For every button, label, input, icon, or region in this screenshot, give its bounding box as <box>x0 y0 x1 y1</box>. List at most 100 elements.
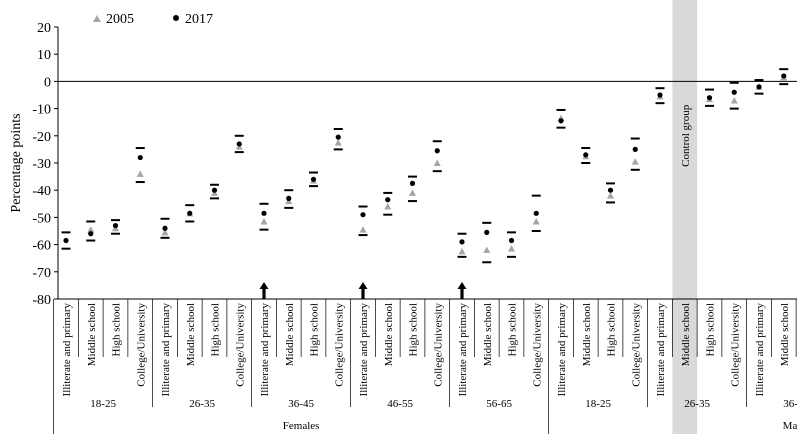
point-2017 <box>533 210 539 216</box>
point-2017 <box>632 146 638 152</box>
point-2005 <box>409 189 416 196</box>
x-tick-label: Middle school <box>482 303 494 366</box>
x-tick-label: Illiterate and primary <box>160 303 172 397</box>
point-2005 <box>384 203 392 210</box>
control-group-band <box>672 0 698 434</box>
sex-group-label: Males <box>783 420 797 432</box>
point-2017 <box>583 152 589 158</box>
age-group-label: 18-25 <box>585 398 611 410</box>
y-tick-label: -30 <box>32 157 51 172</box>
point-2017 <box>261 210 267 216</box>
age-group-label: 26-35 <box>684 398 710 410</box>
age-group-label: 46-55 <box>387 398 413 410</box>
x-tick-label: College/University <box>234 303 246 387</box>
point-2017 <box>706 95 713 101</box>
x-tick-label: High school <box>309 303 321 356</box>
y-axis: 20 10 0 -10 -20 -30 -40 -50 -60 -70 -80 <box>32 21 797 308</box>
age-group-label: 18-25 <box>90 398 116 410</box>
x-tick-label: High school <box>606 303 618 356</box>
point-2005 <box>730 96 738 104</box>
point-2017 <box>459 239 465 245</box>
up-arrow-marker <box>457 282 467 299</box>
point-2017 <box>211 187 218 193</box>
x-tick-label: Middle school <box>86 303 98 366</box>
x-tick-label: High school <box>507 303 519 356</box>
point-2005 <box>161 228 169 236</box>
age-group-label: 26-35 <box>189 398 215 410</box>
x-tick-label: College/University <box>729 303 741 387</box>
x-tick-label: Middle school <box>680 303 692 366</box>
point-2005 <box>136 170 144 177</box>
point-2017 <box>484 229 490 235</box>
point-2005 <box>359 226 367 233</box>
point-2017 <box>558 118 564 124</box>
point-2017 <box>607 187 614 193</box>
point-2017 <box>335 134 341 140</box>
point-2005 <box>433 159 441 166</box>
point-2005 <box>458 247 466 255</box>
x-tick-label: College/University <box>630 303 642 387</box>
legend-2005-label: 2005 <box>106 12 134 27</box>
y-tick-label: 0 <box>44 75 51 90</box>
y-tick-label: -40 <box>32 184 51 199</box>
y-tick-label: -70 <box>32 266 51 281</box>
point-2017 <box>187 210 193 216</box>
legend: 2005 2017 <box>93 12 213 27</box>
point-2017 <box>310 176 317 182</box>
x-tick-label: College/University <box>432 303 444 387</box>
point-2017 <box>360 212 366 218</box>
sex-group-label: Females <box>283 420 320 432</box>
x-tick-label: High school <box>408 303 420 356</box>
point-2017 <box>409 180 416 186</box>
point-2017 <box>434 148 440 154</box>
x-tick-label: College/University <box>531 303 543 387</box>
point-2005 <box>87 226 95 233</box>
point-2017 <box>162 225 168 231</box>
x-tick-label: College/University <box>135 303 147 387</box>
x-tick-label: Illiterate and primary <box>358 303 370 397</box>
point-2005 <box>334 139 342 146</box>
y-tick-label: -50 <box>32 211 51 226</box>
x-tick-label: Middle school <box>185 303 197 366</box>
x-tick-label: Illiterate and primary <box>655 303 667 397</box>
point-2005 <box>607 192 614 199</box>
age-group-label: 36-45 <box>783 398 797 410</box>
markers <box>61 68 789 299</box>
x-tick-label: Illiterate and primary <box>556 303 568 397</box>
point-2005 <box>260 217 268 225</box>
y-tick-label: -10 <box>32 103 51 118</box>
up-arrow-marker <box>358 282 368 299</box>
point-2017 <box>137 154 143 161</box>
x-tick-label: Middle school <box>284 303 296 366</box>
point-2005 <box>508 245 515 252</box>
point-2005 <box>631 158 639 165</box>
legend-2017-label: 2017 <box>185 12 213 27</box>
y-tick-label: 10 <box>37 48 51 63</box>
legend-2005-marker <box>93 15 101 22</box>
point-2017 <box>112 222 119 229</box>
point-2005 <box>532 217 540 225</box>
y-tick-label: 20 <box>37 21 51 36</box>
point-2017 <box>286 195 292 201</box>
x-tick-label: Middle school <box>581 303 593 366</box>
up-arrow-marker <box>259 282 269 299</box>
x-tick-label: Illiterate and primary <box>457 303 469 397</box>
x-tick-label: Middle school <box>383 303 395 366</box>
point-2005 <box>483 246 491 254</box>
x-tick-label: High school <box>210 303 222 356</box>
point-2017 <box>657 92 663 98</box>
x-tick-label: Illiterate and primary <box>61 303 73 397</box>
point-2017 <box>88 231 94 237</box>
age-group-label: 36-45 <box>288 398 314 410</box>
x-tick-label: Illiterate and primary <box>754 303 766 397</box>
y-tick-label: -80 <box>32 293 51 308</box>
y-axis-title: Percentage points <box>9 113 24 212</box>
y-tick-label: -60 <box>32 239 51 254</box>
x-tick-label: Middle school <box>779 303 791 366</box>
legend-2017-marker <box>173 15 179 21</box>
point-2017 <box>781 73 787 79</box>
x-tick-label: High school <box>111 303 123 356</box>
y-tick-label: -20 <box>32 130 51 145</box>
point-2017 <box>508 237 515 244</box>
